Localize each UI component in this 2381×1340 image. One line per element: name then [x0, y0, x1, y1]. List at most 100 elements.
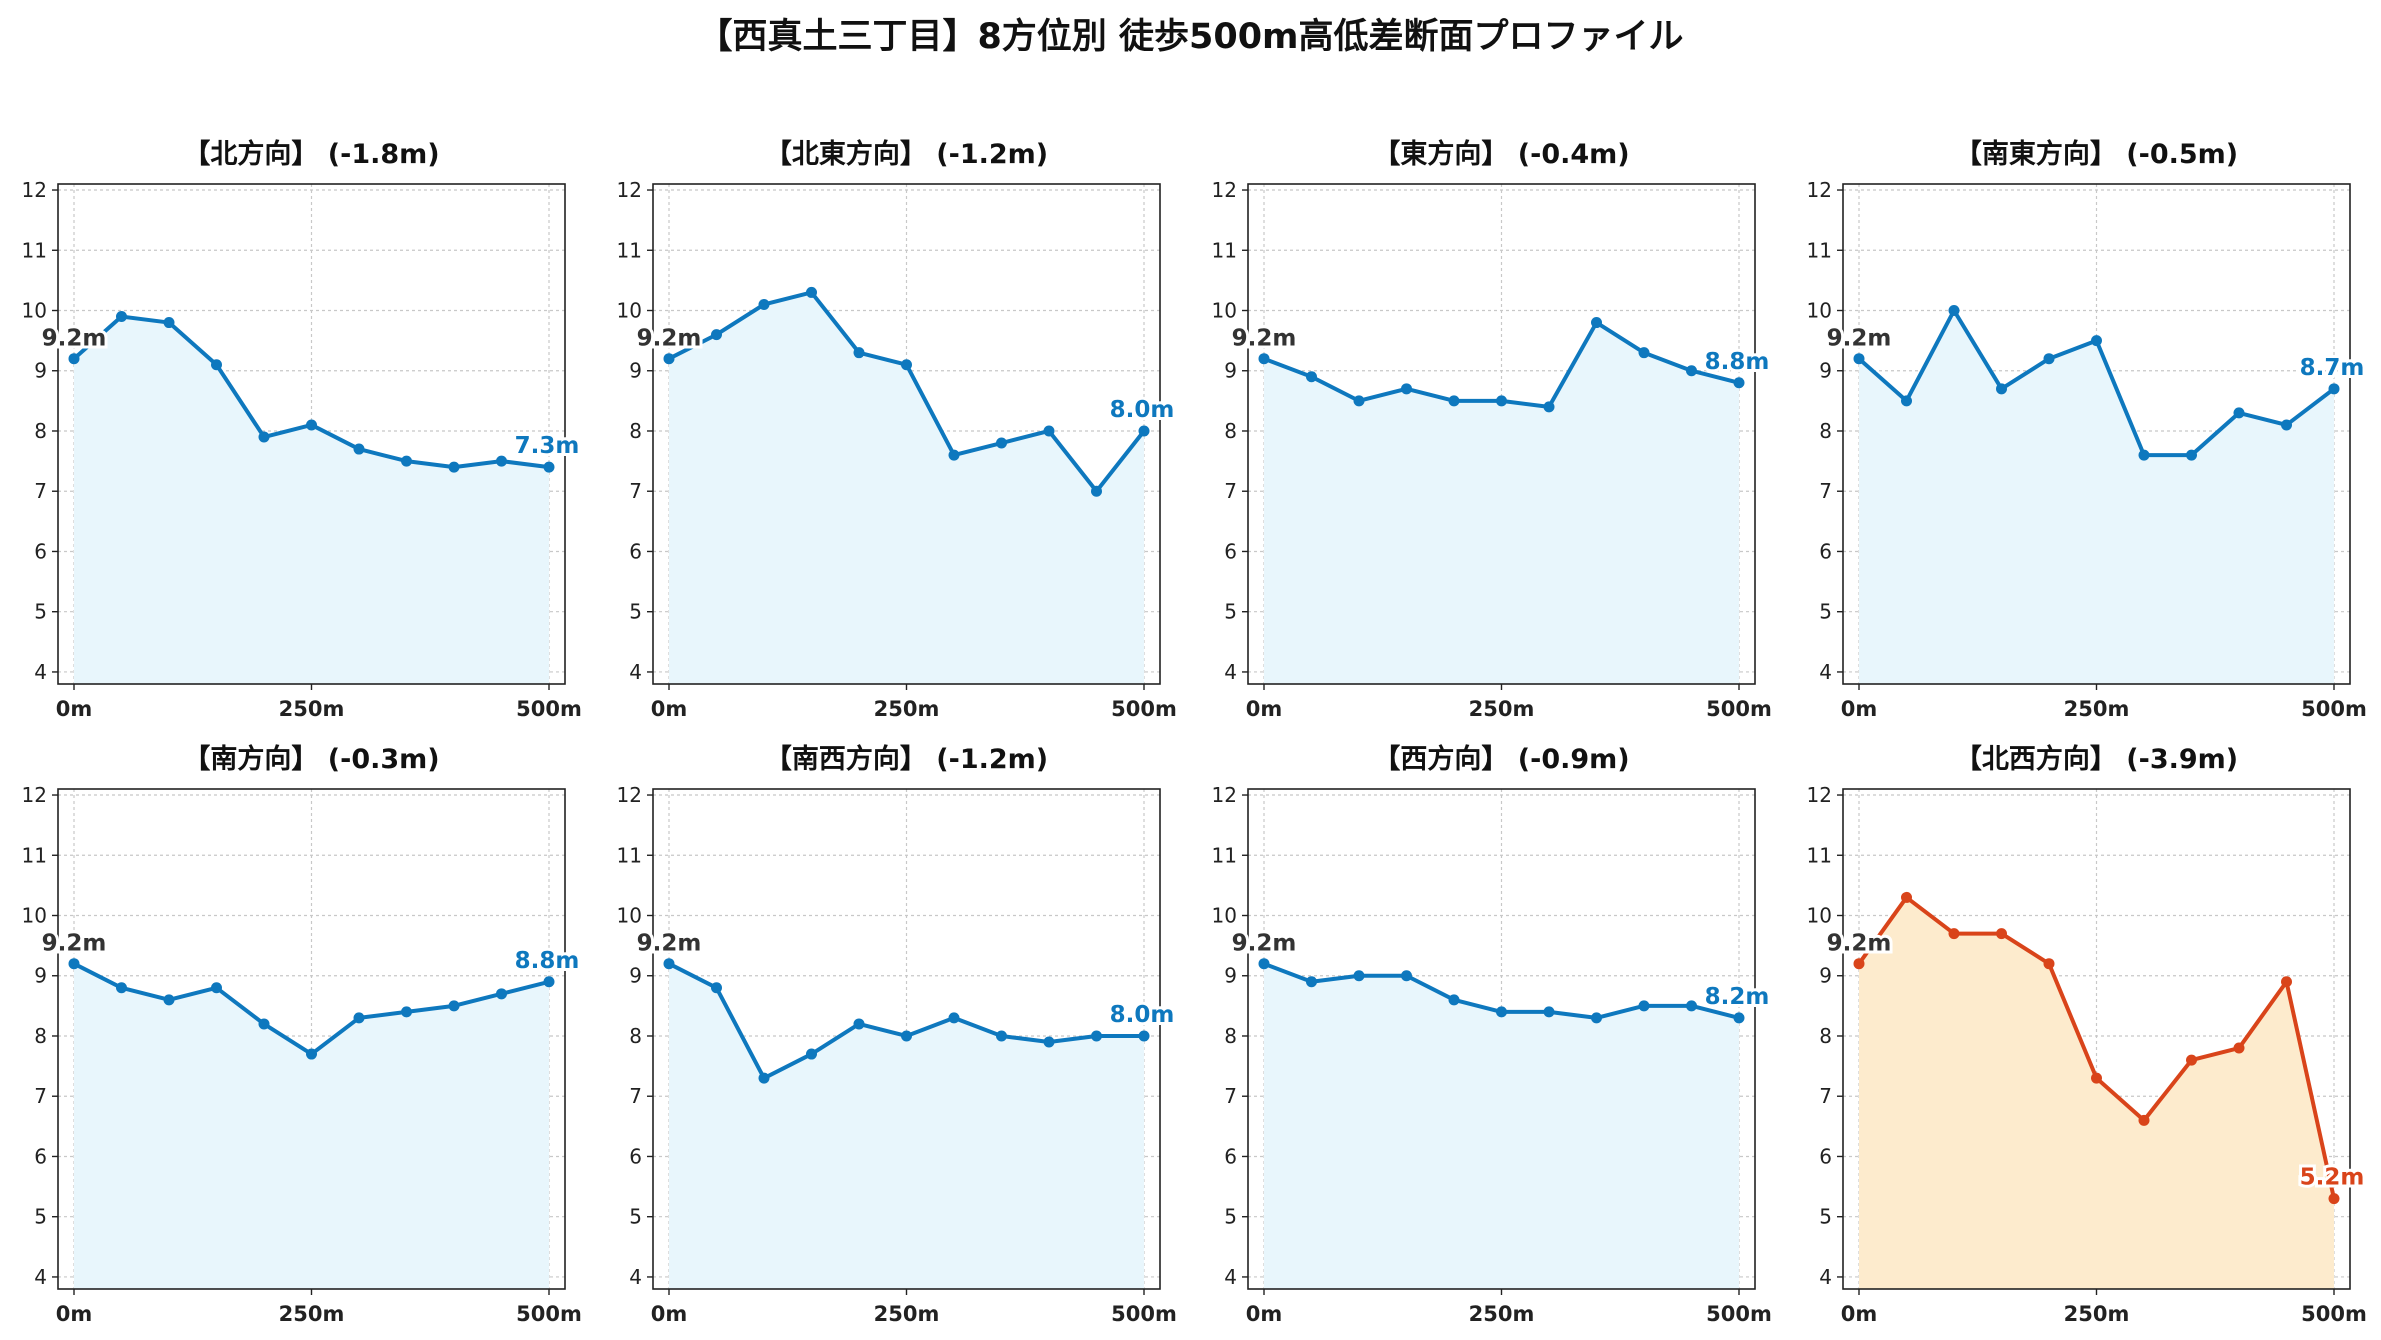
- y-tick-label: 9: [1224, 964, 1237, 988]
- y-tick-label: 6: [34, 539, 47, 563]
- data-point: [353, 1012, 365, 1024]
- x-tick-label: 500m: [1706, 1302, 1772, 1326]
- end-elevation-label: 8.0m: [1110, 397, 1175, 423]
- y-tick-label: 9: [629, 964, 642, 988]
- data-point: [1996, 383, 2007, 395]
- panel-title: 【北方向】 (-1.8m): [183, 138, 439, 170]
- data-point: [1401, 383, 1412, 395]
- y-tick-label: 6: [1819, 1144, 1832, 1168]
- x-tick-label: 500m: [516, 697, 582, 721]
- chart-panel-2: 【北東方向】 (-1.2m) 4 5 6 7 8 9 10 11 12 0m 250m 500m 9.2m…: [617, 138, 1178, 721]
- data-point: [1138, 425, 1150, 437]
- data-point: [663, 353, 675, 365]
- x-tick-label: 500m: [1706, 697, 1772, 721]
- x-tick-label: 500m: [1111, 1302, 1177, 1326]
- start-elevation-label: 9.2m: [1827, 931, 1892, 957]
- data-point: [68, 958, 80, 970]
- x-tick-label: 250m: [1469, 697, 1535, 721]
- data-point: [996, 1030, 1007, 1042]
- y-tick-label: 5: [1819, 600, 1832, 624]
- area-fill: [669, 292, 1144, 684]
- data-point: [1138, 1030, 1150, 1042]
- data-point: [711, 329, 722, 341]
- data-point: [806, 286, 817, 298]
- data-point: [1448, 395, 1460, 407]
- y-tick-label: 12: [617, 783, 642, 807]
- y-tick-label: 11: [617, 238, 642, 262]
- data-point: [948, 449, 960, 461]
- area-fill: [669, 963, 1144, 1289]
- data-point: [1591, 1012, 1602, 1024]
- y-tick-label: 10: [22, 904, 47, 928]
- chart-panel-5: 【南方向】 (-0.3m) 4 5 6 7 8 9 10 11 12 0m 250m 500m 9.2m 8…: [22, 743, 583, 1326]
- y-tick-label: 6: [1819, 539, 1832, 563]
- x-tick-label: 250m: [2064, 697, 2130, 721]
- data-point: [1496, 1006, 1507, 1018]
- data-point: [1901, 891, 1912, 903]
- y-tick-label: 5: [1819, 1205, 1832, 1229]
- y-tick-label: 11: [1212, 843, 1237, 867]
- x-tick-label: 0m: [651, 1302, 688, 1326]
- y-tick-label: 6: [629, 539, 642, 563]
- y-tick-label: 5: [629, 600, 642, 624]
- data-point: [2043, 353, 2055, 365]
- y-tick-label: 10: [1212, 904, 1237, 928]
- data-point: [2328, 1193, 2340, 1205]
- start-elevation-label: 9.2m: [637, 326, 702, 352]
- y-tick-label: 12: [1212, 783, 1237, 807]
- data-point: [1543, 401, 1555, 413]
- data-point: [948, 1012, 960, 1024]
- data-point: [1591, 317, 1602, 329]
- chart-panel-1: 【北方向】 (-1.8m) 4 5 6 7 8 9 10 11 12 0m 250m 500m 9.2m 7…: [22, 138, 583, 721]
- data-point: [2138, 1114, 2150, 1126]
- y-tick-label: 12: [1807, 178, 1832, 202]
- data-point: [1638, 1000, 1650, 1012]
- x-tick-label: 500m: [2301, 697, 2367, 721]
- data-point: [2328, 383, 2340, 395]
- end-elevation-label: 8.7m: [2300, 355, 2365, 381]
- y-tick-label: 12: [617, 178, 642, 202]
- x-tick-label: 0m: [1841, 1302, 1878, 1326]
- x-tick-label: 0m: [1246, 697, 1283, 721]
- data-point: [1353, 970, 1365, 982]
- panel-title: 【南西方向】 (-1.2m): [765, 743, 1048, 775]
- data-point: [448, 1000, 460, 1012]
- area-fill: [1859, 897, 2334, 1289]
- end-elevation-label: 8.2m: [1705, 984, 1770, 1010]
- y-tick-label: 11: [22, 843, 47, 867]
- data-point: [996, 437, 1007, 449]
- y-tick-label: 12: [1212, 178, 1237, 202]
- end-elevation-label: 7.3m: [515, 433, 580, 459]
- data-point: [1258, 353, 1270, 365]
- data-point: [211, 982, 222, 994]
- y-tick-label: 7: [34, 479, 47, 503]
- x-tick-label: 500m: [516, 1302, 582, 1326]
- data-point: [853, 347, 865, 359]
- data-point: [1306, 976, 1317, 988]
- x-tick-label: 250m: [279, 697, 345, 721]
- start-elevation-label: 9.2m: [42, 931, 107, 957]
- area-fill: [74, 963, 549, 1289]
- data-point: [543, 976, 555, 988]
- y-tick-label: 8: [34, 419, 47, 443]
- data-point: [163, 317, 175, 329]
- data-point: [1996, 928, 2007, 940]
- data-point: [663, 958, 675, 970]
- y-tick-label: 7: [1819, 1084, 1832, 1108]
- y-tick-label: 6: [1224, 539, 1237, 563]
- x-tick-label: 500m: [2301, 1302, 2367, 1326]
- y-tick-label: 7: [629, 479, 642, 503]
- start-elevation-label: 9.2m: [1827, 326, 1892, 352]
- y-tick-label: 4: [34, 660, 47, 684]
- x-tick-label: 0m: [56, 1302, 93, 1326]
- chart-panel-8: 【北西方向】 (-3.9m) 4 5 6 7 8 9 10 11 12 0m 250m 500m 9.2m…: [1807, 743, 2368, 1326]
- data-point: [2138, 449, 2150, 461]
- y-tick-label: 8: [629, 419, 642, 443]
- y-tick-label: 9: [34, 964, 47, 988]
- data-point: [2233, 407, 2245, 419]
- y-tick-label: 4: [629, 660, 642, 684]
- data-point: [853, 1018, 865, 1030]
- y-tick-label: 5: [34, 1205, 47, 1229]
- x-tick-label: 0m: [651, 697, 688, 721]
